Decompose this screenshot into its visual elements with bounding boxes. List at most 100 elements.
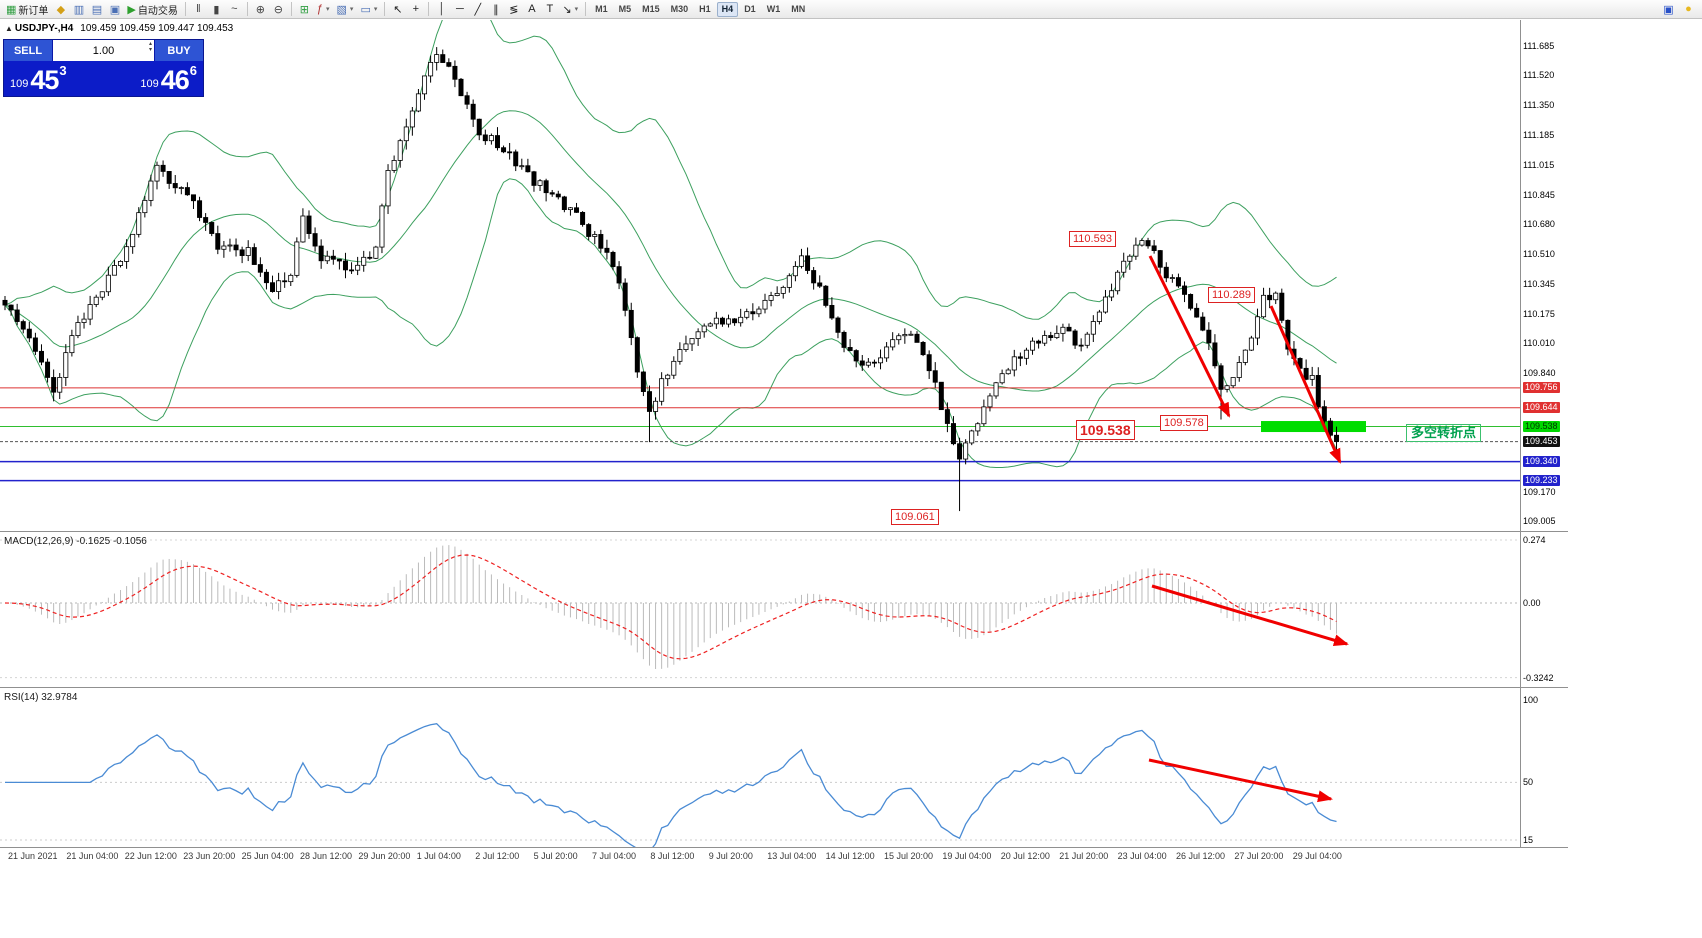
window-control-icon[interactable]: ▣ (1660, 1, 1677, 17)
cursor-icon[interactable]: ↖ (389, 1, 406, 17)
terminal-icon-glyph: ▣ (109, 3, 121, 16)
timeframe-m15-button[interactable]: M15 (642, 4, 660, 14)
toolbar-separator (246, 2, 248, 16)
price-scale-label-highlight: 109.233 (1523, 474, 1560, 486)
periods-icon-glyph: ▧ (336, 3, 347, 16)
turning-point-label[interactable]: 多空转折点 (1406, 424, 1482, 442)
time-axis-label: 2 Jul 12:00 (475, 851, 520, 861)
price-scale-label: 111.185 (1523, 129, 1555, 140)
periods-icon-dropdown-icon[interactable]: ▾ (349, 6, 354, 13)
volume-field[interactable]: 1.00 ▴ ▾ (53, 40, 154, 61)
price-scale-label-highlight: 109.538 (1523, 420, 1560, 432)
volume-down-icon[interactable]: ▾ (148, 47, 152, 53)
chart-ohlc-values: 109.459 109.459 109.447 109.453 (80, 23, 234, 34)
timeframe-m30-button[interactable]: M30 (670, 4, 689, 14)
tile-windows-icon[interactable]: ⊞ (296, 1, 313, 17)
buy-button[interactable]: BUY (155, 40, 203, 61)
line-chart-type-icon-glyph: ~ (231, 3, 238, 15)
price-scale-label: 110.175 (1523, 308, 1555, 319)
rsi-label: RSI(14) 32.9784 (4, 692, 78, 703)
vertical-line-icon-glyph: │ (438, 3, 446, 15)
arrows-icon-dropdown-icon[interactable]: ▾ (574, 6, 579, 13)
price-scale-label: 110.680 (1523, 219, 1555, 230)
terminal-icon[interactable]: ▣ (106, 1, 123, 17)
time-axis-label: 20 Jul 12:00 (1000, 851, 1050, 861)
fibonacci-icon[interactable]: ≶ (505, 1, 522, 17)
timeframe-mn-button[interactable]: MN (791, 4, 806, 14)
data-window-icon[interactable]: ▥ (70, 1, 87, 17)
time-axis-label: 21 Jul 20:00 (1059, 851, 1109, 861)
sell-price-sup: 3 (59, 63, 67, 78)
indicators-icon-dropdown-icon[interactable]: ▾ (326, 6, 330, 13)
macd-label: MACD(12,26,9) -0.1625 -0.1056 (4, 536, 147, 547)
time-axis-label: 7 Jul 04:00 (592, 851, 637, 861)
text-icon[interactable]: A (523, 1, 540, 17)
navigator-icon[interactable]: ▤ (88, 1, 105, 17)
channel-icon[interactable]: ∥ (487, 1, 504, 17)
candlestick-chart-type-icon[interactable]: ▮ (208, 1, 225, 17)
autotrading-button-label: 自动交易 (137, 5, 178, 17)
time-axis-label: 5 Jul 20:00 (533, 851, 578, 861)
crosshair-icon-glyph: + (412, 3, 420, 15)
fibonacci-icon-glyph: ≶ (509, 3, 519, 16)
volume-value[interactable]: 1.00 (92, 44, 115, 57)
templates-icon-glyph: ▭ (360, 3, 371, 16)
sell-price-prefix: 109 (10, 78, 29, 90)
buy-price[interactable]: 109 46 6 (140, 61, 197, 96)
new-order-button-label: 新订单 (18, 5, 49, 17)
timeframe-d1-button[interactable]: D1 (744, 4, 756, 14)
toolbar-separator (290, 2, 292, 16)
new-order-button-glyph: ▦ (6, 3, 17, 16)
price-scale-label: 111.520 (1523, 70, 1555, 81)
time-axis-label: 22 Jun 12:00 (124, 851, 177, 861)
time-axis-label: 23 Jul 04:00 (1117, 851, 1167, 861)
periods-icon[interactable]: ▧ ▾ (334, 1, 357, 17)
timeframe-w1-button[interactable]: W1 (766, 4, 781, 14)
timeframe-m5-button[interactable]: M5 (618, 4, 632, 14)
buy-price-big: 46 (160, 65, 190, 95)
bar-chart-type-icon[interactable]: ‖ (190, 1, 207, 17)
arrows-icon-glyph: ↘ (562, 3, 572, 16)
time-axis-label: 15 Jul 20:00 (884, 851, 934, 861)
tile-windows-icon-glyph: ⊞ (299, 3, 309, 16)
crosshair-icon[interactable]: + (407, 1, 424, 17)
autotrading-button[interactable]: ▶ 自动交易 (124, 1, 180, 17)
cursor-icon-glyph: ↖ (393, 3, 403, 16)
text-label-icon[interactable]: T (541, 1, 558, 17)
text-icon-glyph: A (528, 3, 536, 15)
arrows-icon[interactable]: ↘ ▾ (559, 1, 581, 17)
price-scale-label: 109.005 (1523, 516, 1556, 526)
sell-price[interactable]: 109 45 3 (10, 61, 67, 96)
horizontal-line-icon[interactable]: ─ (451, 1, 468, 17)
new-order-button[interactable]: ▦ 新订单 (3, 1, 51, 17)
zoom-out-icon[interactable]: ⊖ (270, 1, 287, 17)
window-control-icon-glyph: ▣ (1663, 3, 1674, 16)
indicators-icon[interactable]: ƒ ▾ (314, 1, 333, 17)
market-watch-icon[interactable]: ◆ (52, 1, 69, 17)
time-axis-label: 8 Jul 12:00 (650, 851, 695, 861)
templates-icon[interactable]: ▭ ▾ (357, 1, 380, 17)
zoom-in-icon[interactable]: ⊕ (252, 1, 269, 17)
time-axis-label: 21 Jun 04:00 (66, 851, 119, 861)
volume-spinner[interactable]: ▴ ▾ (149, 41, 152, 53)
line-chart-type-icon[interactable]: ~ (226, 1, 243, 17)
toolbar-separator (585, 2, 587, 16)
time-axis-label: 19 Jul 04:00 (942, 851, 992, 861)
autotrading-button-glyph: ▶ (127, 3, 136, 16)
timeframe-h1-button[interactable]: H1 (699, 4, 711, 14)
sell-button[interactable]: SELL (4, 40, 52, 61)
chart-canvas[interactable] (0, 19, 1520, 847)
status-indicator-icon[interactable]: ● (1680, 1, 1697, 17)
timeframe-h4-button[interactable]: H4 (716, 1, 739, 17)
time-axis-label: 9 Jul 20:00 (708, 851, 753, 861)
toolbar-separator (384, 2, 386, 16)
channel-icon-glyph: ∥ (493, 3, 499, 16)
trendline-icon-glyph: ╱ (474, 3, 482, 16)
price-scale-label: 109.170 (1523, 486, 1556, 497)
templates-icon-dropdown-icon[interactable]: ▾ (373, 6, 378, 13)
vertical-line-icon[interactable]: │ (433, 1, 450, 17)
timeframe-m1-button[interactable]: M1 (595, 4, 608, 14)
price-scale-label: 109.840 (1523, 368, 1556, 378)
rsi-scale-label: 50 (1523, 777, 1534, 788)
trendline-icon[interactable]: ╱ (469, 1, 486, 17)
